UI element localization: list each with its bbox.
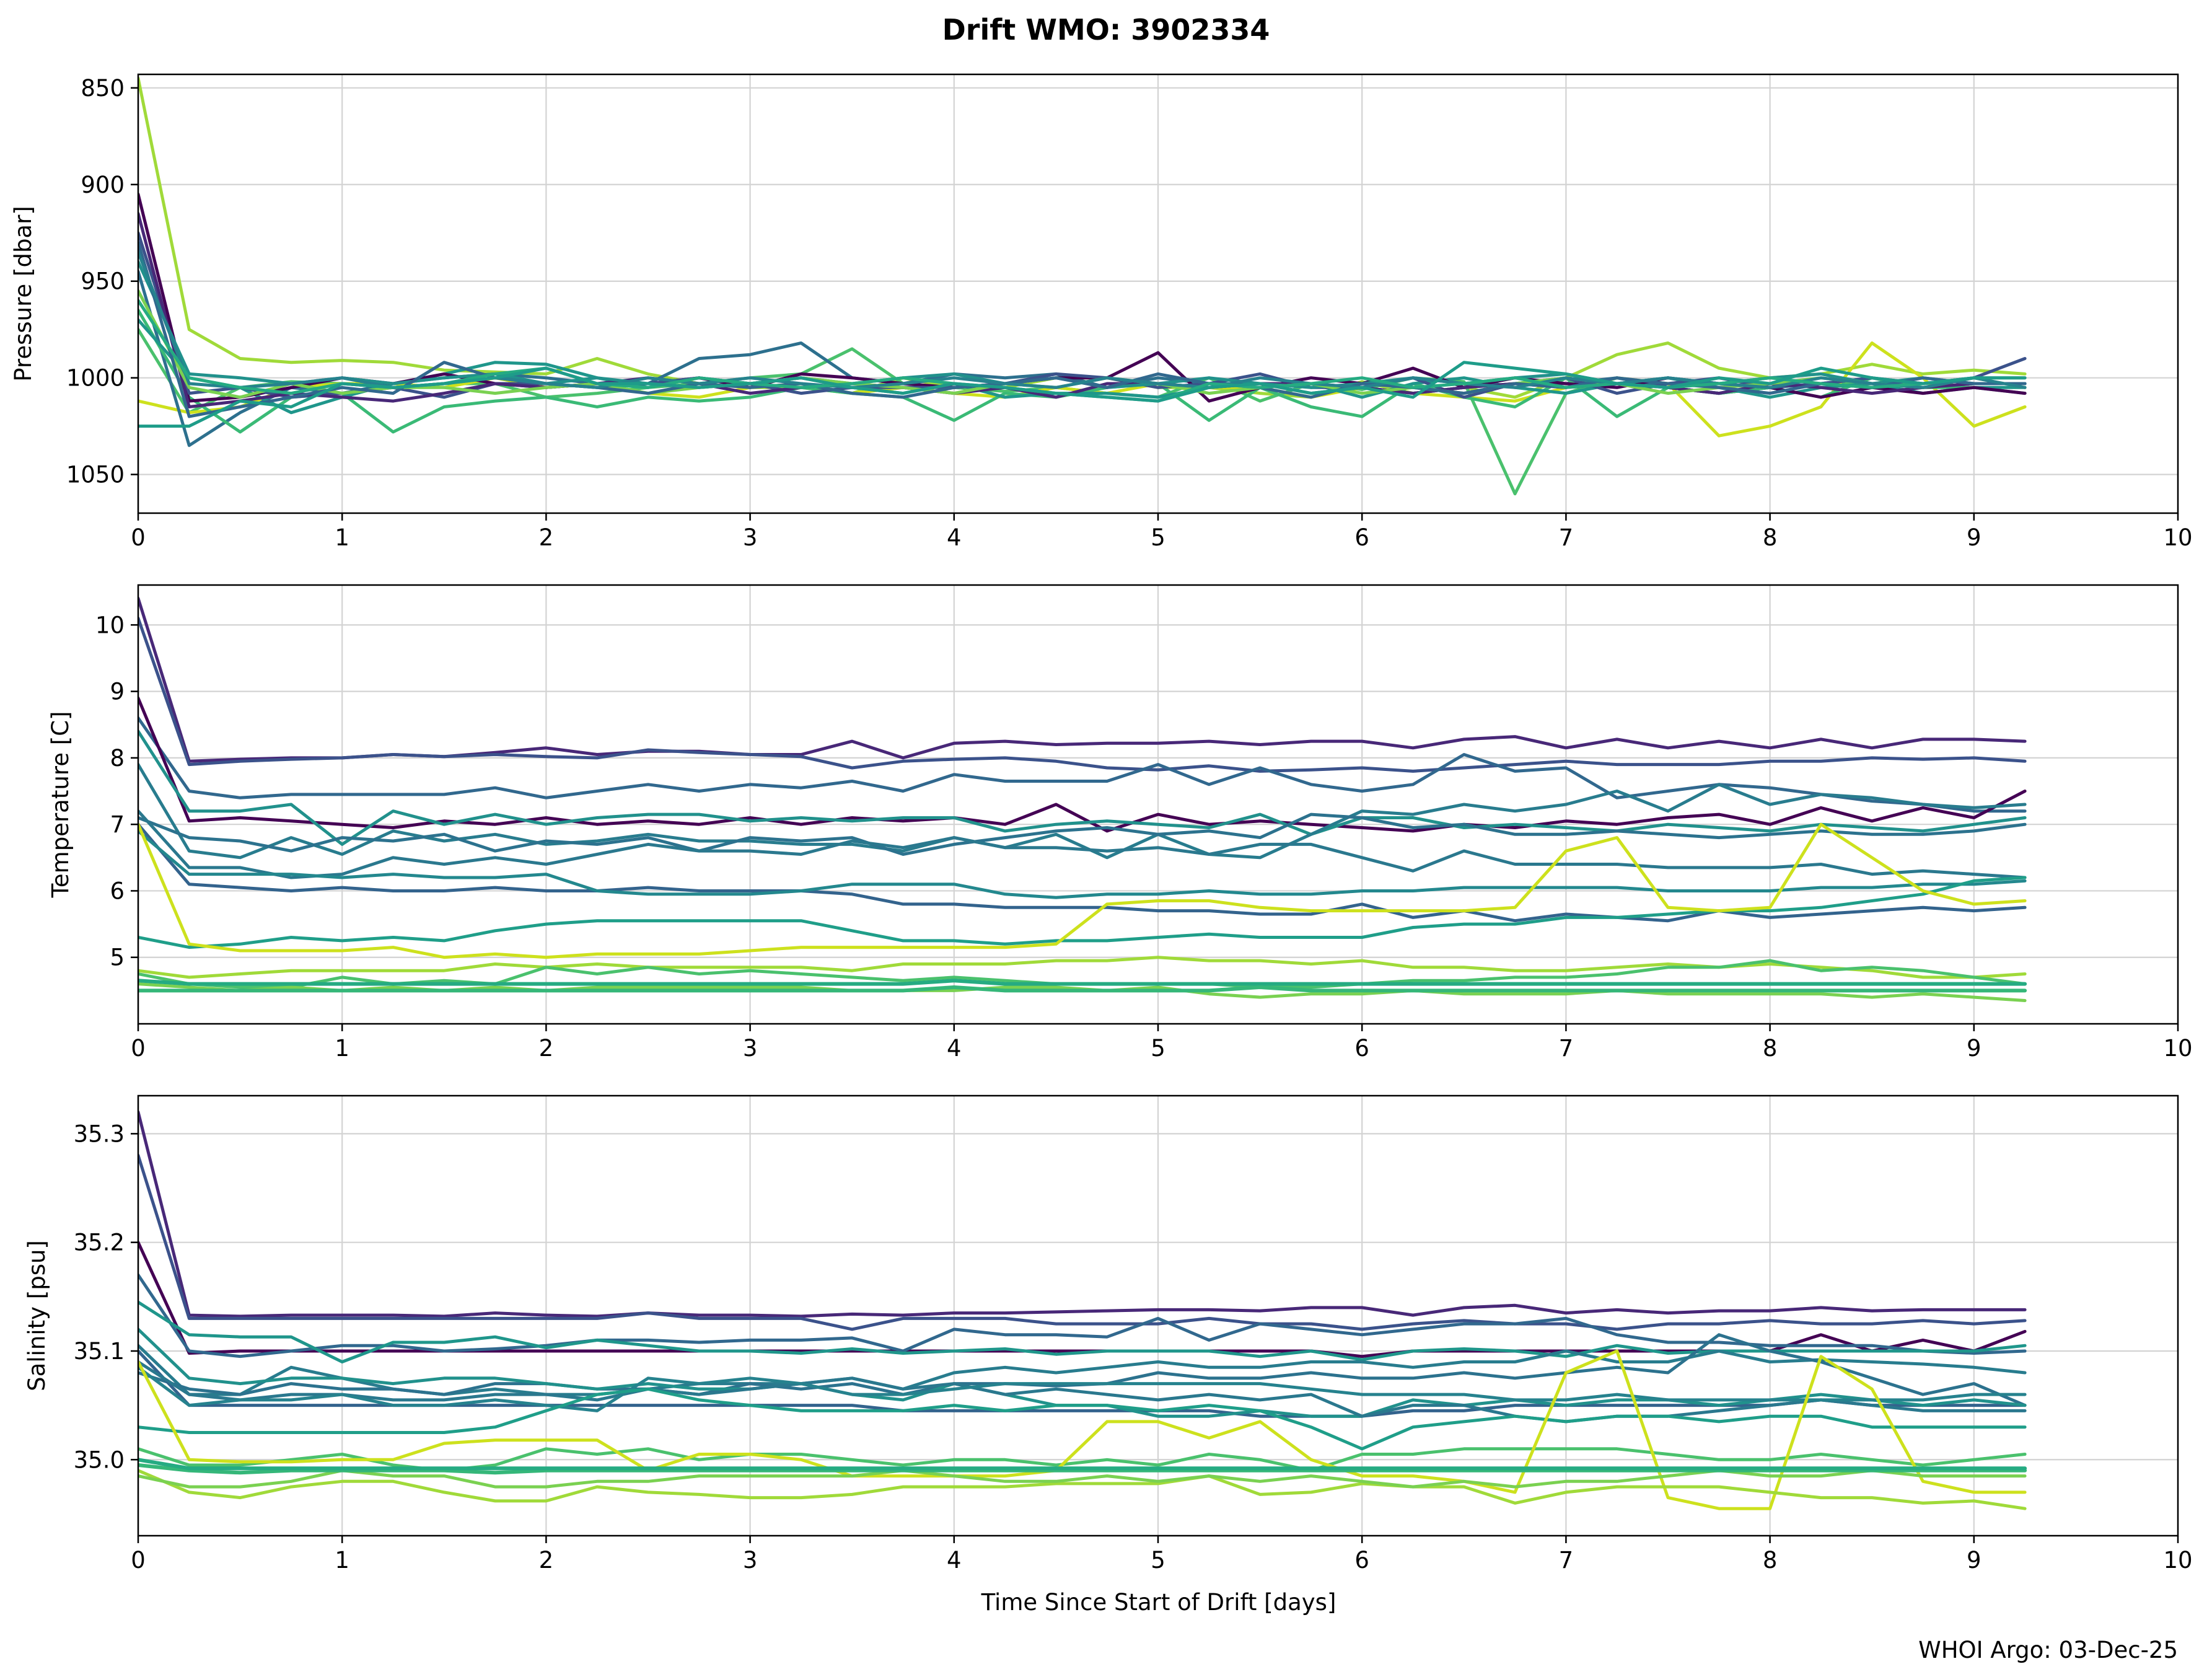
series-line <box>138 1458 2027 1471</box>
x-tick-label: 6 <box>1354 1035 1369 1062</box>
y-tick-label: 10 <box>95 612 125 638</box>
x-tick-label: 5 <box>1151 1035 1165 1062</box>
series-group-salinity <box>138 1110 2027 1510</box>
x-tick-label: 2 <box>539 1547 554 1574</box>
x-tick-label: 7 <box>1559 1547 1574 1574</box>
x-tick-label: 5 <box>1151 1547 1165 1574</box>
x-tick-label: 6 <box>1354 524 1369 551</box>
x-tick-label: 8 <box>1763 1547 1778 1574</box>
x-tick-label: 4 <box>947 1035 962 1062</box>
x-tick-label: 7 <box>1559 1035 1574 1062</box>
x-tick-label: 3 <box>743 1035 758 1062</box>
series-line <box>138 979 2027 986</box>
series-line <box>138 812 2027 856</box>
y-tick-label: 35.1 <box>74 1338 125 1365</box>
series-group-temperature <box>138 597 2027 1002</box>
x-tick-label: 4 <box>947 1547 962 1574</box>
x-tick-label: 1 <box>335 1035 349 1062</box>
x-tick-label: 4 <box>947 524 962 551</box>
y-tick-label: 950 <box>81 268 125 295</box>
series-line <box>138 1387 2027 1451</box>
x-tick-label: 8 <box>1763 1035 1778 1062</box>
x-tick-label: 8 <box>1763 524 1778 551</box>
x-tick-label: 5 <box>1151 524 1165 551</box>
y-tick-label: 1050 <box>66 462 125 488</box>
x-axis-label: Time Since Start of Drift [days] <box>981 1589 1336 1616</box>
y-tick-label: 35.2 <box>74 1230 125 1256</box>
x-tick-label: 0 <box>131 1035 146 1062</box>
series-line <box>138 1360 2027 1424</box>
y-tick-label: 6 <box>110 878 125 904</box>
y-tick-label: 35.0 <box>74 1446 125 1473</box>
x-tick-label: 2 <box>539 524 554 551</box>
x-tick-label: 9 <box>1967 524 1982 551</box>
series-line <box>138 822 2027 959</box>
series-line <box>138 1365 2027 1412</box>
x-tick-label: 3 <box>743 1547 758 1574</box>
series-line <box>138 829 2027 899</box>
x-tick-label: 1 <box>335 524 349 551</box>
y-axis-label-temperature: Temperature [C] <box>47 711 74 899</box>
series-line <box>138 617 2027 773</box>
series-line <box>138 985 2027 993</box>
x-tick-label: 3 <box>743 524 758 551</box>
panel-salinity: 0 1 2 3 4 5 6 7 8 9 10 35.0 35.1 35.2 35.3 Salinity [ps… <box>24 1094 2193 1574</box>
series-line <box>138 716 2027 813</box>
series-line <box>138 729 2027 846</box>
x-tick-label: 2 <box>539 1035 554 1062</box>
x-tick-label: 0 <box>131 1547 146 1574</box>
y-tick-label: 7 <box>110 811 125 838</box>
series-line <box>138 1349 2027 1510</box>
series-line <box>138 1463 2027 1475</box>
figure-title: Drift WMO: 3902334 <box>942 13 1270 46</box>
x-tick-label: 9 <box>1967 1035 1982 1062</box>
y-tick-label: 8 <box>110 745 125 772</box>
y-axis-label-salinity: Salinity [psu] <box>24 1240 50 1391</box>
footer-credit: WHOI Argo: 03-Dec-25 <box>1918 1637 2178 1663</box>
y-tick-label: 1000 <box>66 365 125 392</box>
y-axis-label-pressure: Pressure [dbar] <box>10 206 37 381</box>
x-tick-label: 10 <box>2163 524 2192 551</box>
series-line <box>138 361 2027 428</box>
y-tick-label: 850 <box>81 75 125 102</box>
x-tick-label: 9 <box>1967 1547 1982 1574</box>
x-tick-label: 10 <box>2163 1035 2192 1062</box>
x-tick-label: 7 <box>1559 524 1574 551</box>
series-line <box>138 1469 2027 1510</box>
series-group-pressure <box>138 76 2027 496</box>
series-line <box>138 763 2027 860</box>
x-tick-label: 6 <box>1354 1547 1369 1574</box>
x-tick-label: 0 <box>131 524 146 551</box>
y-tick-label: 900 <box>81 172 125 198</box>
panel-pressure: 0 1 2 3 4 5 6 7 8 9 10 850 900 950 1000 1050 Pressure [d… <box>10 73 2193 551</box>
x-tick-label: 1 <box>335 1547 349 1574</box>
y-tick-label: 9 <box>110 679 125 705</box>
series-line <box>138 1110 2027 1318</box>
y-tick-label: 5 <box>110 944 125 971</box>
series-line <box>138 212 2027 408</box>
x-tick-label: 10 <box>2163 1547 2192 1574</box>
series-line <box>138 809 2027 879</box>
series-line <box>138 1153 2027 1331</box>
panel-temperature: 0 1 2 3 4 5 6 7 8 9 10 5 6 7 8 9 10 Temperature [C] <box>47 584 2193 1062</box>
y-tick-label: 35.3 <box>74 1120 125 1147</box>
